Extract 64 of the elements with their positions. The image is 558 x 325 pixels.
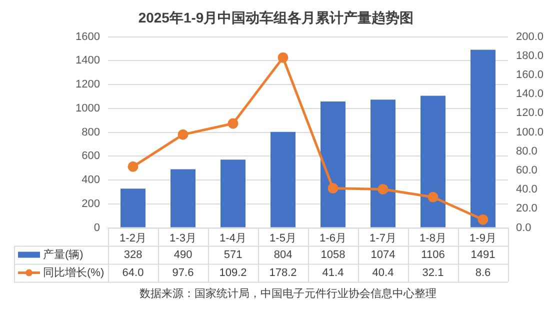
bar [420, 96, 446, 228]
data-label: 41.4 [322, 266, 344, 279]
chart-title: 2025年1-9月中国动车组各月累计产量趋势图 [138, 9, 414, 26]
data-label: 328 [124, 248, 142, 261]
bar [170, 169, 196, 228]
x-tick-label: 1-5月 [270, 232, 296, 244]
data-label: 178.2 [269, 266, 297, 279]
y2-tick-label: 0.0 [516, 222, 532, 234]
point [228, 118, 238, 129]
y-tick-label: 1400 [76, 54, 100, 67]
x-tick-label: 1-8月 [420, 232, 446, 244]
point [478, 214, 488, 225]
y-tick-label: 0 [94, 222, 100, 234]
x-tick-label: 1-3月 [170, 232, 196, 244]
y-tick-label: 1200 [76, 78, 100, 91]
data-label: 1106 [421, 248, 445, 261]
y2-tick-label: 120.0 [516, 107, 544, 120]
source-note: 数据来源：国家统计局，中国电子元件行业协会信息中心整理 [140, 286, 436, 300]
point [328, 183, 338, 194]
x-tick-label: 1-9月 [470, 232, 496, 244]
bar [370, 100, 396, 228]
y-tick-label: 800 [82, 126, 100, 138]
data-label: 1058 [320, 248, 346, 261]
x-tick-label: 1-2月 [120, 232, 146, 244]
y2-tick-label: 100.0 [516, 126, 544, 138]
x-tick-label: 1-4月 [220, 232, 246, 244]
y-tick-label: 400 [82, 174, 100, 186]
data-label: 804 [274, 248, 292, 261]
data-label: 40.4 [372, 266, 394, 279]
bar [220, 160, 246, 228]
y-tick-label: 600 [82, 150, 100, 162]
point [278, 52, 288, 63]
y2-tick-label: 20.0 [516, 202, 538, 215]
data-label: 1491 [470, 248, 496, 261]
data-label: 97.6 [172, 266, 194, 279]
y2-tick-label: 200.0 [516, 30, 544, 43]
point [378, 184, 388, 194]
point [428, 192, 438, 202]
x-tick-label: 1-6月 [320, 232, 346, 244]
data-label: 32.1 [422, 266, 444, 279]
point [178, 129, 188, 140]
y-tick-label: 1600 [76, 30, 100, 43]
data-label: 490 [174, 248, 192, 261]
bar [270, 132, 296, 228]
y-tick-label: 200 [82, 198, 100, 210]
data-label: 1074 [370, 248, 396, 261]
y2-tick-label: 160.0 [516, 69, 544, 82]
y2-tick-label: 40.0 [516, 184, 538, 196]
x-tick-label: 1-7月 [370, 232, 396, 244]
data-label: 8.6 [475, 266, 491, 279]
legend-label: 同比增长(%) [43, 266, 104, 279]
data-label: 571 [224, 248, 242, 261]
y2-tick-label: 140.0 [516, 88, 544, 100]
data-label: 109.2 [219, 266, 247, 279]
y2-tick-label: 180.0 [516, 50, 544, 62]
legend-label: 产量(辆) [43, 248, 84, 261]
bar [470, 50, 496, 228]
y2-tick-label: 80.0 [516, 145, 538, 158]
y-tick-label: 1000 [76, 102, 100, 114]
bar [120, 188, 146, 228]
data-label: 64.0 [122, 266, 144, 279]
bar [320, 102, 346, 228]
point [128, 161, 138, 172]
y2-tick-label: 60.0 [516, 164, 538, 177]
